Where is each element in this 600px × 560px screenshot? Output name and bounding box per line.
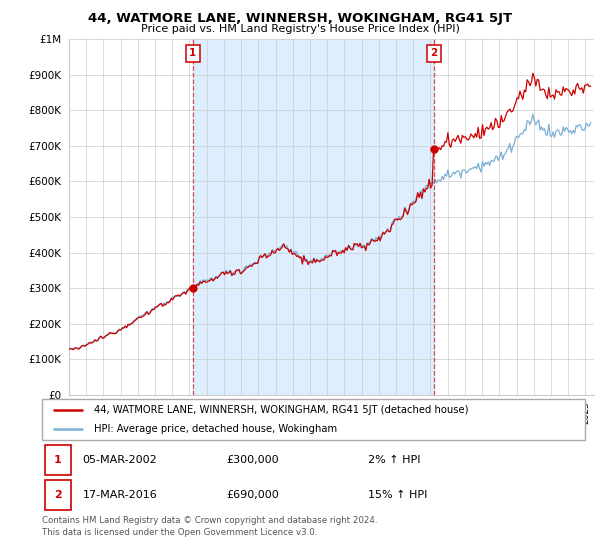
Text: 15% ↑ HPI: 15% ↑ HPI (368, 490, 427, 500)
Text: £690,000: £690,000 (227, 490, 280, 500)
FancyBboxPatch shape (42, 399, 585, 440)
Text: HPI: Average price, detached house, Wokingham: HPI: Average price, detached house, Woki… (94, 424, 337, 433)
Text: Price paid vs. HM Land Registry's House Price Index (HPI): Price paid vs. HM Land Registry's House … (140, 24, 460, 34)
Text: 1: 1 (54, 455, 62, 465)
Text: 17-MAR-2016: 17-MAR-2016 (83, 490, 157, 500)
Text: 44, WATMORE LANE, WINNERSH, WOKINGHAM, RG41 5JT: 44, WATMORE LANE, WINNERSH, WOKINGHAM, R… (88, 12, 512, 25)
Text: £300,000: £300,000 (227, 455, 279, 465)
Text: 2: 2 (54, 490, 62, 500)
Text: 2% ↑ HPI: 2% ↑ HPI (368, 455, 420, 465)
Text: 2: 2 (430, 48, 438, 58)
FancyBboxPatch shape (45, 445, 71, 475)
Text: 44, WATMORE LANE, WINNERSH, WOKINGHAM, RG41 5JT (detached house): 44, WATMORE LANE, WINNERSH, WOKINGHAM, R… (94, 405, 468, 415)
Bar (193, 39, 434, 395)
Text: Contains HM Land Registry data © Crown copyright and database right 2024.
This d: Contains HM Land Registry data © Crown c… (42, 516, 377, 537)
Text: 05-MAR-2002: 05-MAR-2002 (83, 455, 157, 465)
Text: 1: 1 (189, 48, 196, 58)
FancyBboxPatch shape (45, 479, 71, 510)
